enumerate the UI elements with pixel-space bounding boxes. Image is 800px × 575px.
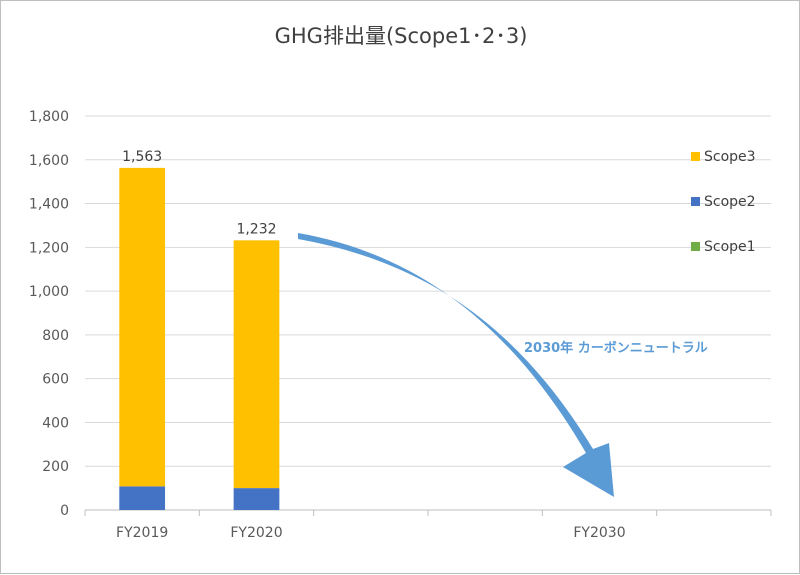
y-tick-label: 0 [60, 503, 69, 519]
x-tick-label: FY2020 [230, 525, 282, 541]
legend-swatch-scope2 [691, 197, 700, 206]
bar-total-label: 1,563 [122, 149, 162, 165]
legend-label-scope1: Scope1 [704, 239, 756, 255]
bar-scope2 [119, 486, 166, 510]
legend-label-scope2: Scope2 [704, 194, 756, 210]
x-tick-label: FY2030 [573, 525, 625, 541]
y-tick-label: 400 [42, 415, 69, 431]
y-tick-label: 1,800 [29, 109, 69, 125]
y-tick-label: 200 [42, 459, 69, 475]
y-tick-label: 1,200 [29, 240, 69, 256]
legend-label-scope3: Scope3 [704, 149, 756, 165]
y-tick-label: 800 [42, 328, 69, 344]
chart-title: GHG排出量(Scope1･2･3) [275, 24, 528, 48]
data-labels: 1,563 1,232 [122, 149, 276, 237]
carbon-neutral-annotation: 2030年 カーボンニュートラル [524, 340, 708, 356]
y-tick-label: 1,600 [29, 153, 69, 169]
bar-scope2 [233, 488, 280, 510]
legend-swatch-scope3 [691, 152, 700, 161]
bar-scope3 [119, 167, 166, 487]
legend-swatch-scope1 [691, 242, 700, 251]
bar-scope3 [233, 240, 280, 489]
bars [119, 167, 280, 510]
x-tick-label: FY2019 [116, 525, 168, 541]
x-axis: FY2019 FY2020 FY2030 [84, 509, 772, 541]
y-tick-label: 1,000 [29, 284, 69, 300]
bar-total-label: 1,232 [236, 221, 276, 237]
reduction-arrow-shape [298, 233, 614, 497]
reduction-arrow [298, 233, 614, 497]
legend: Scope3 Scope2 Scope1 [691, 149, 756, 255]
gridlines [85, 115, 771, 467]
y-axis-ticks: 0 200 400 600 800 1,000 1,200 1,400 1,600 1,800 [29, 109, 69, 519]
y-tick-label: 1,400 [29, 197, 69, 213]
y-tick-label: 600 [42, 372, 69, 388]
